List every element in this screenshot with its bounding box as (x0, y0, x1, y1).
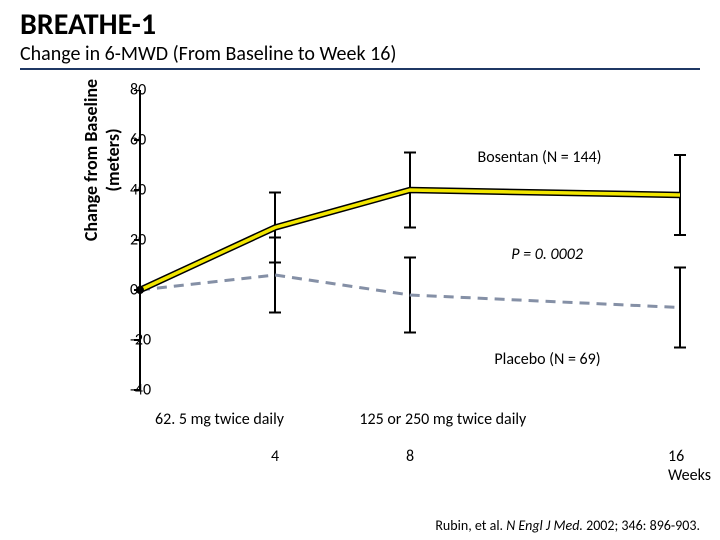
citation-journal: N Engl J Med. (506, 517, 583, 534)
x-tick-label: 8 (406, 447, 414, 466)
page-subtitle: Change in 6-MWD (From Baseline to Week 1… (20, 42, 396, 66)
citation: Rubin, et al. N Engl J Med. 2002; 346: 8… (435, 517, 700, 534)
y-axis-label-line2: (meters) (102, 70, 124, 250)
y-axis-label-line1: Change from Baseline (80, 79, 102, 241)
chart-area: Change from Baseline (meters) 806040200-… (50, 90, 690, 420)
x-tick-label: 4 (271, 447, 279, 466)
citation-pre: Rubin, et al. (435, 517, 506, 534)
dose-label-low: 62. 5 mg twice daily (155, 410, 284, 429)
y-axis-label: Change from Baseline (meters) (80, 70, 124, 250)
chart-svg (50, 90, 690, 420)
p-value: P = 0. 0002 (511, 245, 583, 264)
x-tick-label: 16 Weeks (668, 447, 711, 485)
citation-post: 2002; 346: 896-903. (583, 517, 700, 534)
dose-label-high: 125 or 250 mg twice daily (359, 410, 526, 429)
bosentan-label: Bosentan (N = 144) (478, 148, 602, 167)
page-title: BREATHE-1 (20, 6, 156, 43)
placebo-label: Placebo (N = 69) (494, 350, 600, 369)
